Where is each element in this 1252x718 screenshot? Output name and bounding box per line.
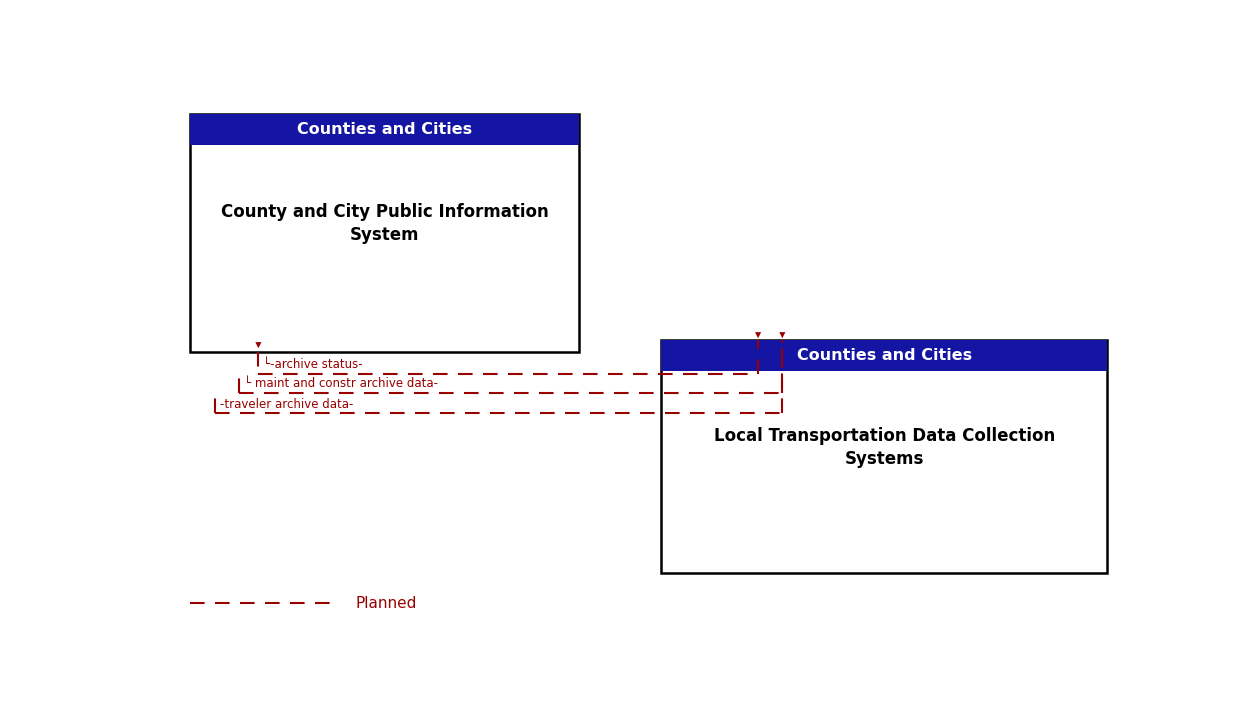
Bar [661, 340, 1107, 370]
Text: Counties and Cities: Counties and Cities [796, 348, 972, 363]
Text: Planned: Planned [356, 596, 417, 610]
Bar [190, 113, 578, 145]
Bar [661, 340, 1107, 573]
Text: └-archive status-: └-archive status- [263, 358, 363, 371]
Text: └ maint and constr archive data-: └ maint and constr archive data- [244, 377, 438, 391]
Text: -traveler archive data-: -traveler archive data- [219, 398, 353, 411]
Text: County and City Public Information
System: County and City Public Information Syste… [220, 202, 548, 244]
Bar [190, 113, 578, 352]
Text: Counties and Cities: Counties and Cities [297, 122, 472, 136]
Text: Local Transportation Data Collection
Systems: Local Transportation Data Collection Sys… [714, 426, 1055, 468]
